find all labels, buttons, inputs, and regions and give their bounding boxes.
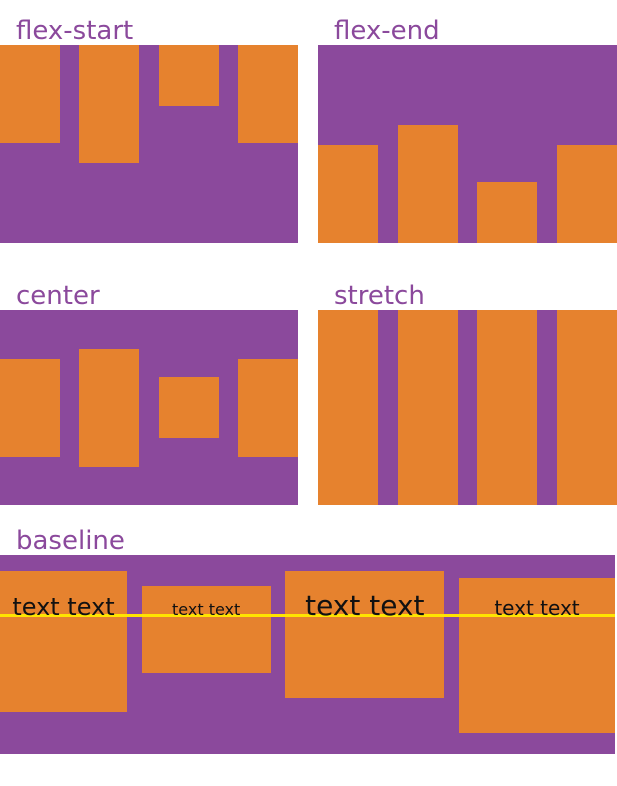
section-label-flex-end: flex-end (334, 15, 440, 46)
flex-item (318, 310, 378, 505)
flex-item-text: text text (458, 578, 615, 733)
item-text: text text (305, 589, 425, 622)
flex-item (158, 377, 219, 438)
flex-item (477, 182, 538, 243)
sections-grid: flex-start flex-end center (0, 11, 617, 754)
flex-item (397, 310, 458, 505)
flex-container-baseline: text text text text text text text text (0, 555, 615, 754)
section-label-center: center (16, 280, 100, 311)
section-label-stretch: stretch (334, 280, 425, 311)
flex-item (237, 45, 298, 143)
flex-container-stretch (318, 310, 617, 505)
baseline-indicator-line (0, 614, 615, 617)
flex-item (79, 45, 140, 163)
section-center: center (0, 276, 298, 505)
flex-container-center (0, 310, 298, 505)
item-text: text text (172, 600, 241, 619)
flex-item (79, 348, 140, 467)
item-text: text text (12, 593, 115, 621)
flex-item-text: text text (0, 571, 127, 712)
section-baseline: baseline text text text text text text t… (0, 521, 617, 754)
section-stretch: stretch (318, 276, 617, 505)
flex-item-text: text text (141, 586, 271, 673)
flex-item (158, 45, 219, 106)
section-label-baseline: baseline (16, 525, 125, 556)
flex-item (318, 145, 378, 243)
section-flex-start: flex-start (0, 11, 298, 243)
flex-item (397, 125, 458, 243)
section-label-flex-start: flex-start (16, 15, 134, 46)
flex-container-flex-end (318, 45, 617, 243)
flex-item (556, 310, 617, 505)
section-flex-end: flex-end (318, 11, 617, 243)
flex-item (556, 145, 617, 243)
flex-item (477, 310, 538, 505)
flex-item (0, 358, 60, 457)
flex-item (0, 45, 60, 143)
flex-item-text: text text (285, 571, 445, 698)
item-text: text text (494, 596, 580, 620)
flex-item (237, 358, 298, 457)
flex-container-flex-start (0, 45, 298, 243)
